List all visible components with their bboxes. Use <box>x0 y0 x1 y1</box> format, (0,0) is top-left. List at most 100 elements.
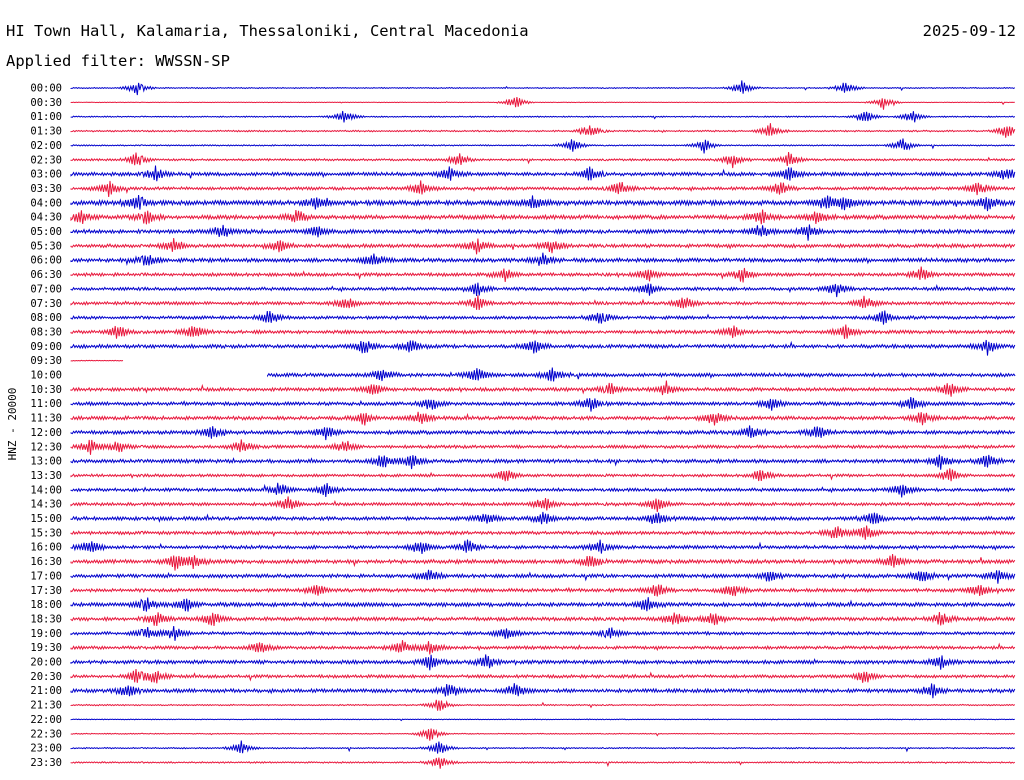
time-tick-label: 00:30 <box>30 97 62 109</box>
time-tick-label: 13:00 <box>30 456 62 468</box>
time-tick-label: 05:30 <box>30 240 62 252</box>
time-tick-label: 17:00 <box>30 570 62 582</box>
filter-label: Applied filter: WWSSN-SP <box>6 52 230 70</box>
trace-2230 <box>70 728 1016 741</box>
trace-2030 <box>70 669 1016 684</box>
time-tick-label: 15:30 <box>30 527 62 539</box>
time-tick-label: 07:00 <box>30 283 62 295</box>
trace-1200 <box>70 425 1016 441</box>
time-tick-label: 13:30 <box>30 470 62 482</box>
time-tick-label: 04:30 <box>30 212 62 224</box>
time-tick-label: 21:00 <box>30 685 62 697</box>
time-tick-label: 07:30 <box>30 298 62 310</box>
time-tick-label: 22:30 <box>30 728 62 740</box>
trace-1930 <box>70 640 1016 655</box>
time-tick-label: 00:00 <box>30 83 62 95</box>
trace-1130 <box>70 411 1016 426</box>
station-title: HI Town Hall, Kalamaria, Thessaloniki, C… <box>6 22 529 40</box>
trace-1300 <box>70 454 1016 470</box>
time-tick-label: 16:00 <box>30 542 62 554</box>
time-tick-label: 09:30 <box>30 355 62 367</box>
time-tick-label: 04:00 <box>30 197 62 209</box>
time-tick-label: 14:30 <box>30 499 62 511</box>
trace-group: 00:00 00:30 01:00 01:30 02:00 02:30 03:00 03:30… <box>30 80 1016 769</box>
time-tick-label: 02:30 <box>30 154 62 166</box>
date-label: 2025-09-12 <box>923 22 1016 40</box>
time-tick-label: 12:30 <box>30 441 62 453</box>
time-tick-label: 01:00 <box>30 111 62 123</box>
time-tick-label: 15:00 <box>30 513 62 525</box>
trace-1600 <box>70 539 1016 554</box>
trace-1530 <box>70 525 1016 540</box>
time-tick-label: 06:30 <box>30 269 62 281</box>
time-tick-label: 02:00 <box>30 140 62 152</box>
trace-1030 <box>70 380 1016 397</box>
time-tick-label: 12:00 <box>30 427 62 439</box>
time-tick-label: 08:00 <box>30 312 62 324</box>
trace-0900 <box>70 339 1016 356</box>
time-tick-label: 23:30 <box>30 757 62 769</box>
trace-2130 <box>70 699 1016 711</box>
time-tick-label: 11:00 <box>30 398 62 410</box>
trace-0130 <box>70 123 1016 138</box>
trace-2000 <box>70 654 1016 671</box>
time-tick-label: 03:00 <box>30 169 62 181</box>
trace-0400 <box>70 194 1016 212</box>
trace-0430 <box>70 209 1016 225</box>
trace-0500 <box>70 224 1016 241</box>
channel-axis-label: HNZ - 20000 <box>6 388 19 461</box>
trace-0730 <box>70 295 1016 310</box>
trace-0700 <box>70 282 1016 298</box>
trace-0200 <box>70 138 1016 154</box>
time-tick-label: 23:00 <box>30 743 62 755</box>
trace-0230 <box>70 151 1016 169</box>
time-tick-label: 20:00 <box>30 657 62 669</box>
trace-1330 <box>70 468 1016 482</box>
time-tick-label: 16:30 <box>30 556 62 568</box>
trace-0600 <box>70 252 1016 266</box>
trace-1500 <box>70 511 1016 525</box>
time-tick-label: 05:00 <box>30 226 62 238</box>
trace-2330 <box>70 757 1016 769</box>
time-tick-label: 10:30 <box>30 384 62 396</box>
trace-2100 <box>70 683 1016 699</box>
trace-1000 <box>267 367 1016 382</box>
trace-2200 <box>70 718 1015 722</box>
trace-1100 <box>70 396 1016 412</box>
time-tick-label: 22:00 <box>30 714 62 726</box>
trace-0330 <box>70 180 1016 197</box>
time-tick-label: 21:30 <box>30 700 62 712</box>
time-tick-label: 10:00 <box>30 370 62 382</box>
trace-1230 <box>70 439 1016 455</box>
time-tick-label: 08:30 <box>30 326 62 338</box>
time-tick-label: 03:30 <box>30 183 62 195</box>
trace-0100 <box>70 110 1016 123</box>
trace-1730 <box>70 584 1016 597</box>
time-tick-label: 11:30 <box>30 413 62 425</box>
trace-2300 <box>70 740 1016 754</box>
trace-0930 <box>70 359 124 362</box>
trace-1800 <box>70 597 1016 612</box>
trace-1900 <box>70 625 1016 641</box>
trace-1400 <box>70 482 1016 498</box>
trace-0000 <box>70 80 1016 96</box>
time-tick-label: 19:00 <box>30 628 62 640</box>
trace-0830 <box>70 324 1016 339</box>
trace-0300 <box>70 165 1016 182</box>
trace-1830 <box>70 612 1016 627</box>
time-tick-label: 17:30 <box>30 585 62 597</box>
trace-0630 <box>70 266 1016 283</box>
trace-1700 <box>70 569 1016 584</box>
trace-0800 <box>70 310 1016 325</box>
time-tick-label: 14:00 <box>30 484 62 496</box>
trace-1630 <box>70 553 1016 571</box>
time-tick-label: 18:00 <box>30 599 62 611</box>
time-tick-label: 20:30 <box>30 671 62 683</box>
time-tick-label: 01:30 <box>30 126 62 138</box>
time-tick-label: 19:30 <box>30 642 62 654</box>
time-tick-label: 06:00 <box>30 255 62 267</box>
trace-1430 <box>70 496 1016 513</box>
trace-0030 <box>70 97 1015 110</box>
time-tick-label: 09:00 <box>30 341 62 353</box>
